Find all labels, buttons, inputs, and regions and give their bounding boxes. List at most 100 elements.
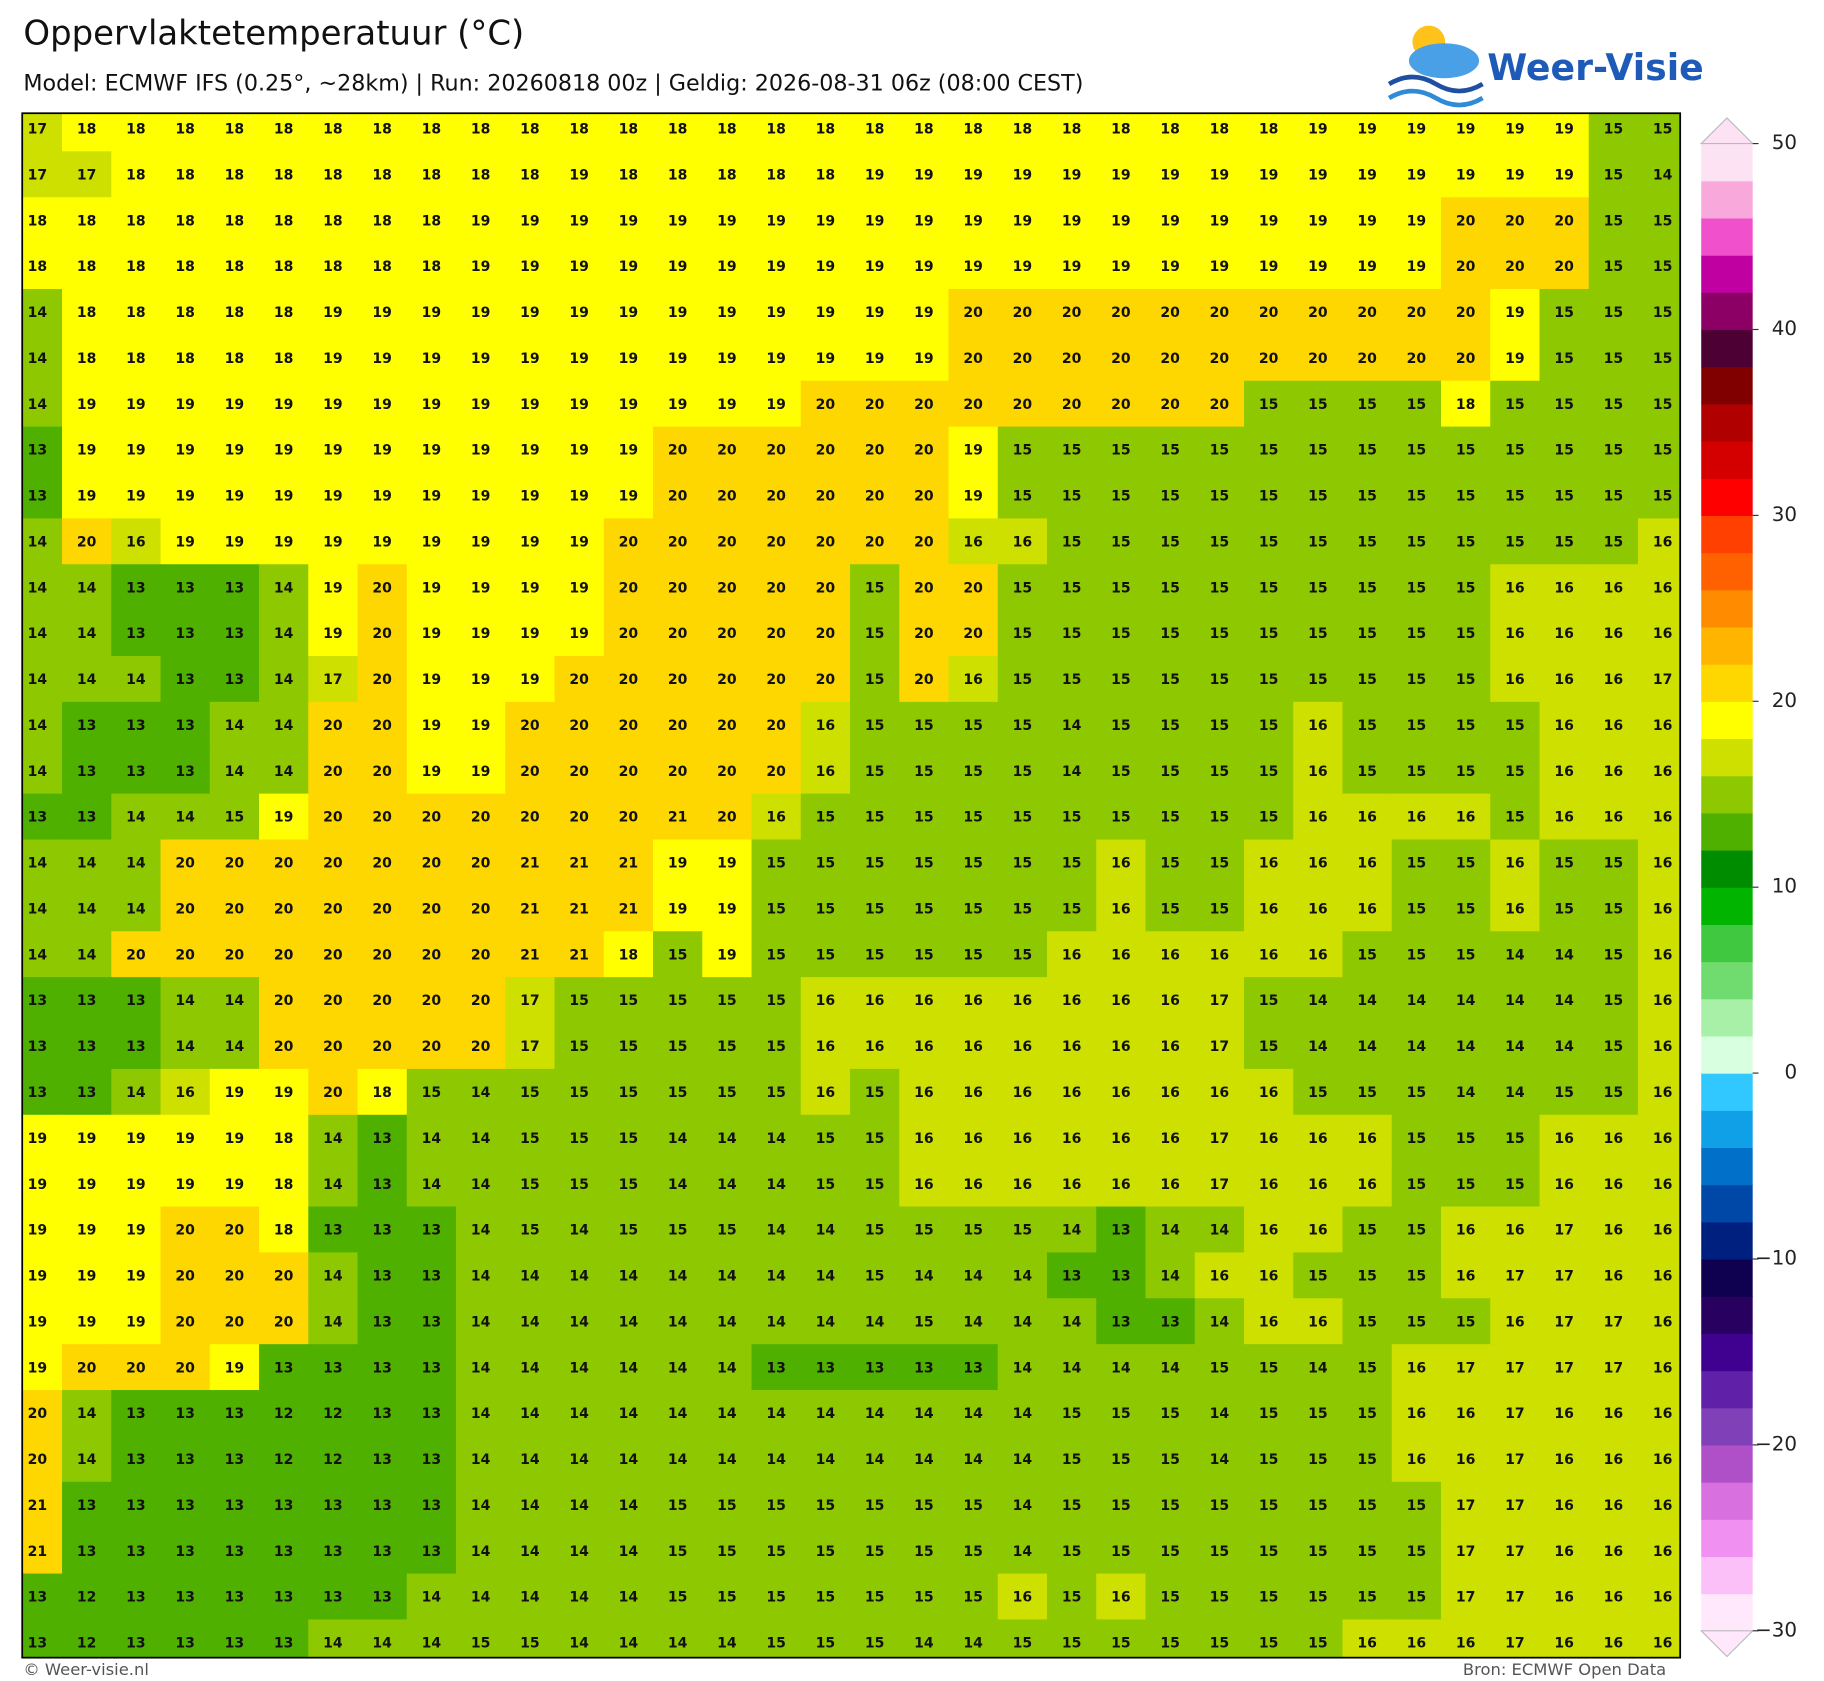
temperature-cell — [603, 1068, 654, 1116]
temperature-label: 18 — [126, 305, 145, 321]
temperature-cell — [1046, 1298, 1097, 1345]
temperature-cell — [505, 1481, 556, 1529]
temperature-label: 15 — [717, 1590, 737, 1606]
temperature-label: 15 — [717, 1223, 737, 1239]
temperature-label: 14 — [1013, 1498, 1033, 1514]
temperature-cell — [1440, 1527, 1491, 1575]
temperature-label: 14 — [1357, 1039, 1377, 1055]
temperature-label: 18 — [323, 122, 342, 138]
temperature-label: 19 — [717, 856, 737, 872]
temperature-label: 20 — [766, 443, 786, 459]
temperature-label: 15 — [766, 993, 786, 1009]
temperature-cell — [259, 380, 309, 428]
temperature-cell — [259, 1619, 309, 1658]
temperature-cell — [1391, 426, 1442, 474]
temperature-cell — [850, 793, 900, 841]
temperature-label: 20 — [619, 718, 639, 734]
temperature-cell — [800, 334, 851, 382]
temperature-label: 15 — [963, 1498, 982, 1514]
temperature-cell — [259, 1573, 309, 1621]
temperature-cell — [899, 1435, 950, 1483]
temperature-label: 14 — [619, 1636, 639, 1652]
temperature-label: 14 — [77, 626, 97, 642]
temperature-cell — [1243, 334, 1294, 382]
temperature-cell — [850, 1344, 900, 1391]
temperature-cell — [603, 931, 654, 978]
temperature-cell — [653, 426, 703, 474]
temperature-label: 15 — [1357, 764, 1377, 780]
temperature-label: 16 — [1160, 947, 1179, 963]
temperature-cell — [308, 1481, 359, 1529]
temperature-label: 16 — [1357, 810, 1377, 826]
temperature-label: 19 — [422, 626, 441, 642]
temperature-cell — [1490, 1114, 1541, 1162]
temperature-cell — [456, 1619, 506, 1658]
temperature-label: 16 — [1653, 810, 1673, 826]
temperature-cell — [1046, 655, 1097, 703]
temperature-cell — [850, 334, 900, 382]
temperature-cell — [1539, 1160, 1590, 1208]
temperature-label: 16 — [1653, 1131, 1673, 1147]
temperature-label: 14 — [225, 764, 245, 780]
temperature-cell — [1046, 288, 1097, 336]
temperature-cell — [259, 518, 309, 565]
temperature-cell — [1440, 472, 1491, 520]
temperature-cell — [702, 426, 753, 474]
temperature-label: 14 — [963, 1452, 983, 1468]
temperature-cell — [1539, 1114, 1590, 1162]
temperature-cell — [111, 747, 162, 795]
temperature-cell — [209, 380, 260, 428]
temperature-cell — [1096, 1573, 1147, 1621]
temperature-cell — [554, 1619, 605, 1658]
temperature-cell — [1588, 288, 1639, 336]
temperature-label: 19 — [126, 1177, 145, 1193]
temperature-cell — [1588, 151, 1639, 198]
temperature-label: 17 — [1505, 1544, 1524, 1560]
temperature-label: 15 — [963, 718, 982, 734]
temperature-label: 15 — [1111, 443, 1131, 459]
temperature-cell — [850, 1527, 900, 1575]
temperature-cell — [259, 1527, 309, 1575]
temperature-cell — [22, 610, 63, 657]
temperature-cell — [406, 243, 457, 290]
temperature-cell — [1391, 1390, 1442, 1437]
temperature-label: 15 — [1259, 534, 1279, 550]
temperature-label: 15 — [1013, 443, 1032, 459]
temperature-label: 15 — [1604, 1039, 1624, 1055]
temperature-label: 20 — [372, 947, 392, 963]
temperature-cell — [1046, 1619, 1097, 1658]
temperature-label: 16 — [1013, 1039, 1032, 1055]
temperature-label: 19 — [323, 397, 342, 413]
temperature-cell — [259, 1390, 309, 1437]
temperature-label: 14 — [77, 1452, 97, 1468]
temperature-label: 15 — [1653, 213, 1673, 229]
temperature-label: 17 — [1505, 1406, 1524, 1422]
temperature-cell — [1342, 1619, 1393, 1658]
temperature-label: 13 — [126, 1039, 145, 1055]
temperature-cell — [1539, 1068, 1590, 1116]
temperature-cell — [1440, 564, 1491, 611]
temperature-cell — [456, 1206, 506, 1254]
temperature-cell — [62, 1573, 112, 1621]
temperature-cell — [1637, 1298, 1681, 1345]
temperature-cell — [1490, 334, 1541, 382]
temperature-label: 16 — [963, 993, 982, 1009]
temperature-label: 13 — [372, 1269, 391, 1285]
temperature-cell — [62, 1206, 112, 1254]
temperature-label: 13 — [372, 1406, 391, 1422]
temperature-cell — [1539, 334, 1590, 382]
temperature-cell — [603, 655, 654, 703]
temperature-label: 17 — [1505, 1452, 1524, 1468]
temperature-label: 15 — [963, 901, 982, 917]
temperature-label: 13 — [372, 1131, 391, 1147]
temperature-cell — [1637, 885, 1681, 932]
temperature-label: 15 — [520, 1085, 540, 1101]
temperature-label: 20 — [766, 489, 786, 505]
temperature-cell — [209, 1344, 260, 1391]
temperature-label: 16 — [1407, 1406, 1427, 1422]
temperature-label: 20 — [323, 901, 343, 917]
temperature-label: 19 — [717, 351, 737, 367]
temperature-cell — [1096, 1390, 1147, 1437]
temperature-label: 14 — [77, 947, 97, 963]
temperature-label: 19 — [520, 213, 540, 229]
